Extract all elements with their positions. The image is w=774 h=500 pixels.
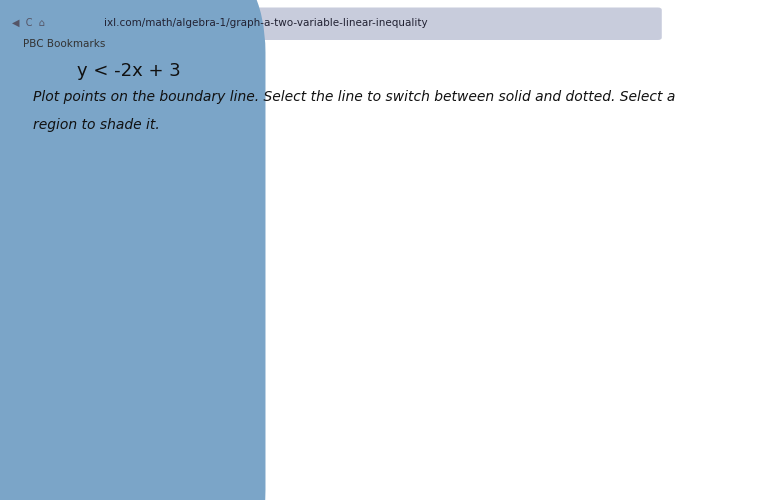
- Text: 10: 10: [722, 418, 736, 428]
- Text: 8: 8: [663, 418, 670, 428]
- Text: y < -2x + 3: y < -2x + 3: [77, 62, 181, 80]
- Point: [407, 332, 420, 340]
- Text: 4: 4: [393, 308, 401, 318]
- Text: 8: 8: [393, 214, 401, 224]
- Text: 2: 2: [473, 418, 480, 428]
- Text: x: x: [752, 391, 760, 404]
- Text: region to shade it.: region to shade it.: [33, 118, 160, 132]
- Text: ◀  C  ⌂: ◀ C ⌂: [12, 18, 45, 28]
- Text: -4: -4: [281, 418, 293, 428]
- Text: y: y: [424, 143, 432, 156]
- Text: PBC Bookmarks: PBC Bookmarks: [23, 39, 105, 49]
- Text: 6: 6: [599, 418, 606, 428]
- Text: ixl.com/math/algebra-1/graph-a-two-variable-linear-inequality: ixl.com/math/algebra-1/graph-a-two-varia…: [104, 18, 428, 28]
- Point: [439, 378, 451, 386]
- Text: 6: 6: [393, 261, 401, 271]
- Text: -10: -10: [88, 418, 106, 428]
- Text: 10: 10: [386, 168, 401, 178]
- Text: 4: 4: [536, 418, 543, 428]
- Text: -8: -8: [155, 418, 166, 428]
- Text: -2: -2: [389, 447, 401, 457]
- Text: 2: 2: [393, 354, 401, 364]
- Text: -2: -2: [344, 418, 355, 428]
- Text: Plot points on the boundary line. Select the line to switch between solid and do: Plot points on the boundary line. Select…: [33, 90, 676, 104]
- Text: -6: -6: [218, 418, 229, 428]
